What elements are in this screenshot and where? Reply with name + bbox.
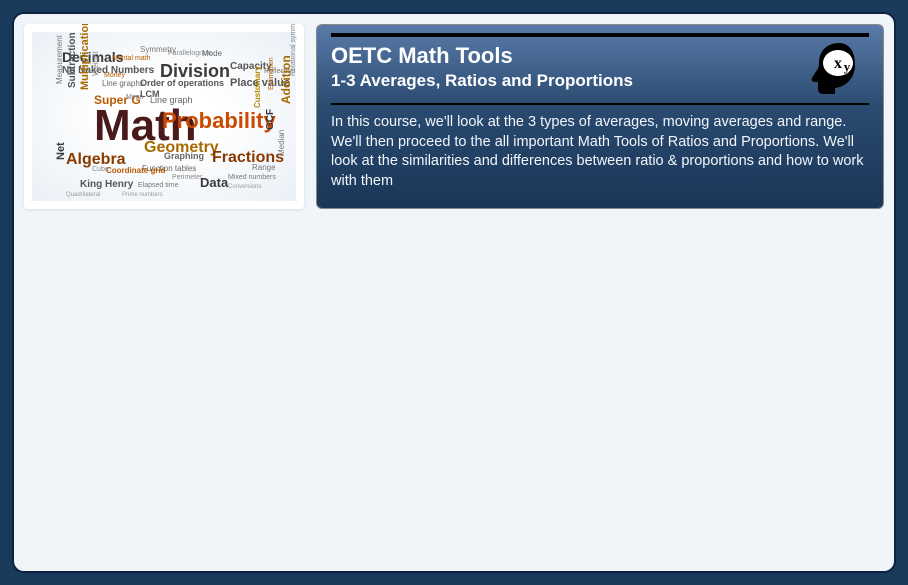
wordcloud-word: King Henry xyxy=(80,180,133,190)
wordcloud-inner: MathProbabilityDivisionDecimalsNo Naked … xyxy=(32,32,296,201)
wordcloud-word: Customary xyxy=(254,66,262,108)
wordcloud-word: Subtraction xyxy=(68,32,78,88)
wordcloud-word: Probability xyxy=(162,110,276,132)
wordcloud-word: Multiplication xyxy=(80,24,91,90)
wordcloud-word: Line graphs xyxy=(102,80,144,88)
wordcloud-word: Weight xyxy=(92,51,100,76)
wordcloud-word: Coordinate grid xyxy=(106,167,166,175)
wordcloud-word: Parallelogram xyxy=(168,50,211,57)
wordcloud-word: Measurement xyxy=(56,35,64,84)
wordcloud-word: Median xyxy=(278,130,286,156)
course-title: OETC Math Tools xyxy=(331,43,797,69)
wordcloud-word: Range xyxy=(252,164,276,172)
wordcloud-word: Mixed numbers xyxy=(228,174,276,181)
wordcloud-word: Elapsed time xyxy=(138,182,178,189)
wordcloud-word: Cube xyxy=(92,166,109,173)
wordcloud-word: Order of operations xyxy=(140,79,224,88)
wordcloud-word: Estimation xyxy=(268,57,275,90)
card-header: OETC Math Tools 1-3 Averages, Ratios and… xyxy=(331,43,869,97)
wordcloud-image: MathProbabilityDivisionDecimalsNo Naked … xyxy=(24,24,304,209)
course-description: In this course, we'll look at the 3 type… xyxy=(331,113,869,191)
wordcloud-word: GCF xyxy=(266,109,276,130)
wordcloud-word: Quadrilateral xyxy=(66,192,100,198)
wordcloud-word: Net xyxy=(56,142,67,160)
card-top-rule xyxy=(331,33,869,37)
card-divider xyxy=(331,103,869,105)
wordcloud-word: Prime numbers xyxy=(122,192,163,198)
course-subtitle: 1-3 Averages, Ratios and Proportions xyxy=(331,71,797,91)
svg-text:x: x xyxy=(834,55,842,72)
wordcloud-word: Conversions xyxy=(228,184,261,190)
wordcloud-word: Graphing xyxy=(164,152,204,161)
head-xy-icon: x y xyxy=(805,41,869,97)
wordcloud-word: Money xyxy=(104,72,125,79)
content-row: MathProbabilityDivisionDecimalsNo Naked … xyxy=(24,24,884,209)
wordcloud-word: Data xyxy=(200,176,228,189)
card-titles: OETC Math Tools 1-3 Averages, Ratios and… xyxy=(331,43,797,91)
main-frame: MathProbabilityDivisionDecimalsNo Naked … xyxy=(12,12,896,573)
wordcloud-word: Perimeter xyxy=(172,174,202,181)
wordcloud-word: Mean xyxy=(126,94,144,101)
svg-text:y: y xyxy=(844,59,851,74)
course-card: OETC Math Tools 1-3 Averages, Ratios and… xyxy=(316,24,884,209)
wordcloud-word: Mental math xyxy=(112,55,151,62)
wordcloud-word: Rotational symmetry xyxy=(290,24,297,76)
